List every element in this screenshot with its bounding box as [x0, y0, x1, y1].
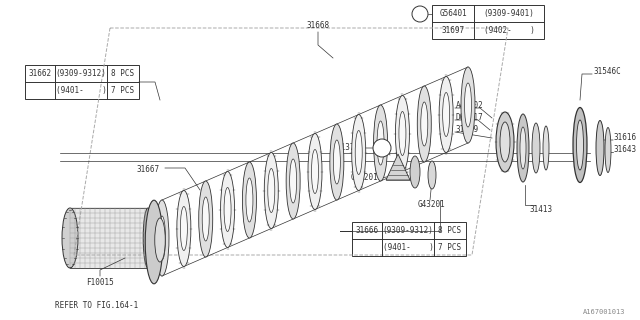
- Text: 7 PCS: 7 PCS: [111, 86, 134, 95]
- Text: A40802: A40802: [456, 100, 484, 109]
- Text: 8 PCS: 8 PCS: [111, 69, 134, 78]
- Text: A167001013: A167001013: [582, 309, 625, 315]
- Text: D00817: D00817: [456, 113, 484, 122]
- Text: 31413: 31413: [530, 205, 553, 214]
- Text: 7 PCS: 7 PCS: [438, 243, 461, 252]
- Bar: [352, 222, 466, 256]
- Ellipse shape: [290, 159, 297, 203]
- Ellipse shape: [286, 143, 300, 219]
- Ellipse shape: [465, 83, 472, 127]
- Ellipse shape: [180, 206, 188, 251]
- Text: (9309-9312): (9309-9312): [383, 226, 433, 235]
- Bar: [432, 5, 544, 39]
- Ellipse shape: [355, 131, 362, 174]
- Ellipse shape: [443, 92, 450, 137]
- Ellipse shape: [202, 197, 209, 241]
- Ellipse shape: [145, 200, 163, 284]
- Ellipse shape: [417, 86, 431, 162]
- Ellipse shape: [543, 126, 549, 170]
- Circle shape: [373, 139, 391, 157]
- Ellipse shape: [243, 162, 257, 238]
- Text: 31666: 31666: [355, 226, 379, 235]
- Text: (9309-9312): (9309-9312): [56, 69, 106, 78]
- Polygon shape: [386, 154, 410, 180]
- Text: REFER TO FIG.164-1: REFER TO FIG.164-1: [55, 301, 138, 310]
- Text: G56401: G56401: [439, 9, 467, 18]
- Ellipse shape: [177, 190, 191, 267]
- Text: 1: 1: [380, 143, 384, 153]
- Text: G43201: G43201: [418, 200, 445, 209]
- Ellipse shape: [410, 156, 420, 188]
- Text: 8 PCS: 8 PCS: [438, 226, 461, 235]
- Ellipse shape: [308, 133, 322, 210]
- Ellipse shape: [333, 140, 340, 184]
- Ellipse shape: [577, 120, 584, 170]
- Text: 31662: 31662: [28, 69, 52, 78]
- Ellipse shape: [352, 115, 365, 190]
- Ellipse shape: [264, 153, 278, 228]
- Ellipse shape: [330, 124, 344, 200]
- Ellipse shape: [596, 121, 604, 175]
- Text: 31599: 31599: [456, 124, 479, 133]
- Ellipse shape: [439, 76, 453, 153]
- Ellipse shape: [377, 121, 384, 165]
- Ellipse shape: [159, 216, 166, 260]
- Text: 1: 1: [418, 10, 422, 19]
- Ellipse shape: [605, 127, 611, 172]
- Ellipse shape: [268, 169, 275, 212]
- Text: 31377: 31377: [337, 143, 360, 153]
- Ellipse shape: [155, 200, 169, 276]
- Ellipse shape: [374, 105, 388, 181]
- Ellipse shape: [62, 208, 78, 268]
- Ellipse shape: [517, 114, 529, 182]
- Text: (9402-    ): (9402- ): [484, 26, 534, 35]
- Text: 31643: 31643: [614, 146, 637, 155]
- Ellipse shape: [396, 95, 410, 172]
- Ellipse shape: [198, 181, 212, 257]
- Ellipse shape: [496, 112, 514, 172]
- Text: 31546C: 31546C: [593, 68, 621, 76]
- Ellipse shape: [500, 122, 510, 162]
- Bar: [70, 208, 148, 268]
- Bar: [25, 65, 139, 99]
- Text: F10015: F10015: [86, 278, 114, 287]
- Ellipse shape: [532, 123, 540, 173]
- Ellipse shape: [143, 208, 153, 268]
- Text: (9309-9401): (9309-9401): [484, 9, 534, 18]
- Text: G54201: G54201: [350, 173, 378, 182]
- Text: (9401-    ): (9401- ): [56, 86, 106, 95]
- Text: 31668: 31668: [307, 21, 330, 30]
- Circle shape: [412, 6, 428, 22]
- Text: (9401-    ): (9401- ): [383, 243, 433, 252]
- Ellipse shape: [224, 188, 231, 231]
- Ellipse shape: [420, 102, 428, 146]
- Ellipse shape: [155, 218, 165, 262]
- Ellipse shape: [461, 67, 475, 143]
- Ellipse shape: [428, 161, 436, 189]
- Ellipse shape: [312, 149, 319, 194]
- Ellipse shape: [246, 178, 253, 222]
- Ellipse shape: [399, 111, 406, 156]
- Text: 31697: 31697: [442, 26, 465, 35]
- Ellipse shape: [573, 108, 587, 182]
- Text: 31616: 31616: [614, 133, 637, 142]
- Ellipse shape: [520, 127, 526, 169]
- Ellipse shape: [221, 172, 235, 247]
- Text: 31667: 31667: [136, 165, 159, 174]
